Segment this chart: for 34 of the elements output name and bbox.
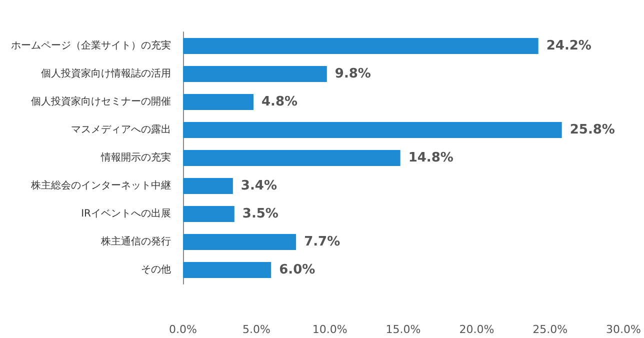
bar [183, 150, 400, 166]
y-tick-label: 個人投資家向け情報誌の活用 [41, 68, 171, 80]
y-tick-label: 個人投資家向けセミナーの開催 [31, 96, 171, 108]
y-tick-label: ホームページ（企業サイト）の充実 [11, 40, 171, 52]
x-tick-label: 30.0% [606, 323, 642, 336]
bar [183, 234, 296, 250]
bar [183, 262, 272, 278]
x-tick-label: 0.0% [169, 323, 197, 336]
y-tick-label: 情報開示の充実 [100, 152, 171, 164]
bar [183, 122, 562, 138]
bar [183, 94, 254, 110]
bar [183, 178, 233, 194]
data-label: 3.4% [240, 178, 277, 194]
x-tick-label: 20.0% [459, 323, 494, 336]
data-label: 3.5% [242, 206, 278, 222]
x-tick-label: 5.0% [242, 323, 270, 336]
y-tick-label: 株主通信の発行 [100, 236, 171, 248]
data-label: 4.8% [261, 94, 298, 110]
y-tick-label: その他 [141, 264, 171, 276]
x-tick-label: 25.0% [532, 323, 568, 336]
data-label: 7.7% [304, 234, 340, 250]
data-label: 9.8% [334, 66, 371, 82]
data-label: 6.0% [279, 262, 316, 278]
x-tick-label: 15.0% [386, 323, 421, 336]
data-label: 25.8% [570, 122, 615, 138]
x-tick-label: 10.0% [312, 323, 348, 336]
bar [183, 206, 234, 222]
y-tick-label: 株主総会のインターネット中継 [30, 180, 171, 192]
data-label: 14.8% [408, 150, 454, 166]
y-tick-label: IRイベントへの出展 [81, 208, 171, 220]
bar [183, 66, 327, 82]
bar [183, 38, 538, 54]
data-label: 24.2% [546, 38, 592, 54]
y-tick-label: マスメディアへの露出 [71, 124, 171, 136]
